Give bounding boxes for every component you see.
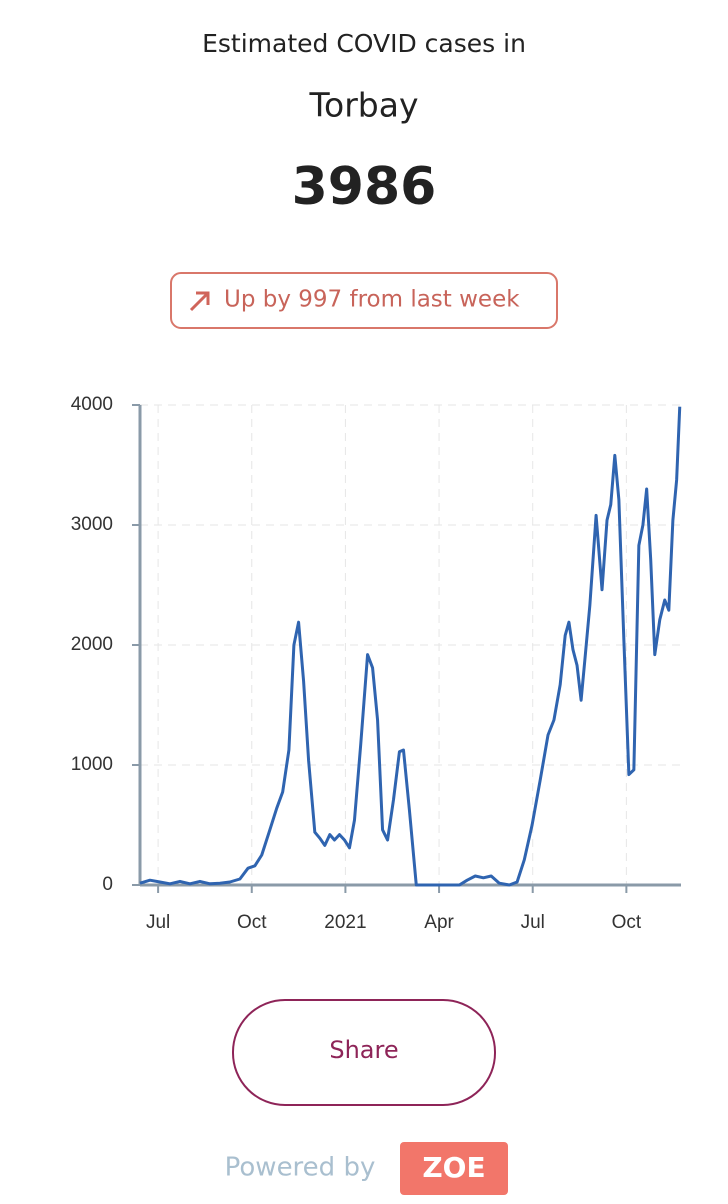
brand-box	[400, 1142, 508, 1195]
powered-by: Powered by	[225, 1153, 376, 1183]
y-tick-label: 3000	[71, 514, 113, 535]
x-tick-label: Jul	[521, 912, 545, 933]
data-line	[139, 406, 682, 887]
brand: ZOE	[422, 1151, 485, 1184]
y-tick-label: 1000	[71, 754, 113, 775]
arrow-icon	[189, 291, 210, 312]
change-badge	[170, 272, 558, 329]
share-button[interactable]	[232, 999, 496, 1106]
share-label[interactable]: Share	[329, 1036, 398, 1064]
x-tick-label: Oct	[612, 912, 642, 933]
count: 3986	[292, 157, 437, 217]
y-tick-label: 2000	[71, 634, 113, 655]
location: Torbay	[308, 86, 418, 125]
x-tick-label: 2021	[324, 912, 366, 933]
title: Estimated COVID cases in	[202, 29, 526, 58]
x-tick-label: Oct	[237, 912, 267, 933]
x-tick-label: Jul	[146, 912, 170, 933]
x-tick-label: Apr	[424, 912, 454, 933]
change-text: Up by 997 from last week	[224, 287, 520, 313]
y-tick-label: 4000	[71, 394, 113, 415]
y-tick-label: 0	[102, 874, 113, 895]
chart: 0 1000 2000 3000 4000 Jul Oct 2021 Apr Jul Oct	[71, 394, 682, 933]
